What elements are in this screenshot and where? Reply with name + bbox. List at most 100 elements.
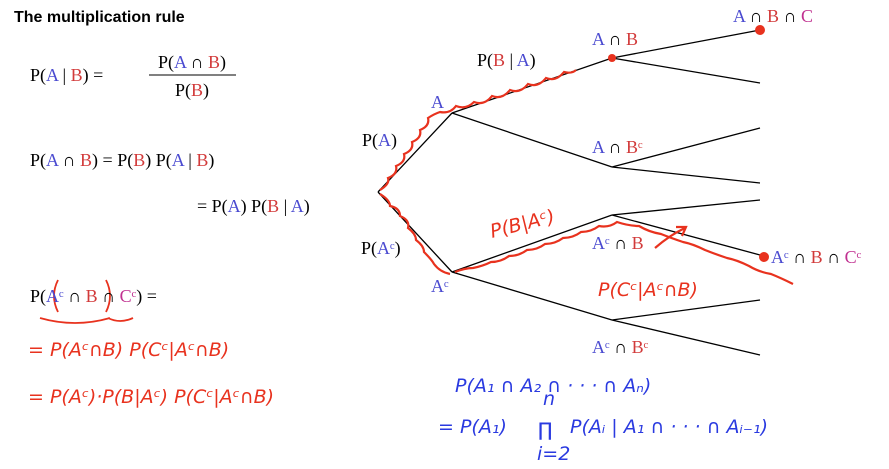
- formula: A: [431, 92, 444, 112]
- formula: A ∩ B ∩ C: [733, 6, 813, 26]
- formula: P(Aᶜ ∩ B ∩ Cᶜ) =: [30, 286, 157, 307]
- formula-part: P(: [30, 65, 46, 86]
- formula-part: B: [493, 50, 505, 70]
- formula-part: Aᶜ: [592, 233, 610, 253]
- formula-part: ∩: [789, 247, 811, 267]
- formula-part: Cᶜ: [845, 247, 862, 267]
- formula-part: ) =: [83, 65, 104, 86]
- formula-part: B: [208, 52, 220, 72]
- formula-part: Aᶜ: [592, 337, 610, 357]
- formula-part: Aᶜ: [377, 238, 395, 258]
- formula-part: ): [208, 150, 214, 171]
- formula-part: A: [228, 196, 241, 216]
- formula-part: ) = P(: [92, 150, 133, 171]
- formula-part: Aᶜ: [771, 247, 789, 267]
- formula: = P(A) P(B | A): [197, 196, 310, 217]
- formula-part: P(: [175, 80, 191, 101]
- handwriting: i=2: [537, 443, 570, 465]
- formula-part: ∩: [610, 233, 632, 253]
- handwriting: n: [543, 388, 555, 410]
- formula-part: ∩: [186, 52, 208, 72]
- arrow: [654, 225, 688, 249]
- formula-part: ) P(: [241, 196, 268, 217]
- formula: P(Aᶜ): [361, 238, 401, 259]
- handwriting: = P(A₁): [438, 416, 507, 438]
- formula-part: P(: [30, 150, 46, 171]
- formula-part: P(: [30, 286, 46, 307]
- path-ac-b-cc: [454, 220, 794, 285]
- path-a-b: [379, 69, 577, 191]
- formula-part: A: [46, 65, 59, 85]
- formula: P(B): [175, 80, 209, 101]
- formula-part: ): [220, 52, 226, 73]
- formula-part: ): [395, 238, 401, 259]
- formula-part: = P(: [197, 196, 228, 217]
- formula-part: ∩: [98, 286, 120, 306]
- formula-part: A: [733, 6, 746, 26]
- formula: Aᶜ: [431, 276, 449, 296]
- formula-part: A: [592, 29, 605, 49]
- formula: P(A ∩ B) = P(B) P(A | B): [30, 150, 214, 171]
- handwriting: = P(Aᶜ∩B) P(Cᶜ|Aᶜ∩B): [28, 339, 229, 361]
- formula-part: ): [203, 80, 209, 101]
- formula-part: A: [517, 50, 530, 70]
- formula-part: B: [767, 6, 779, 26]
- dot: [608, 54, 616, 62]
- formula-part: ) =: [136, 286, 157, 307]
- formula-part: P(: [477, 50, 493, 71]
- formula-part: ∩: [64, 286, 86, 306]
- handwriting: = P(Aᶜ)·P(B|Aᶜ) P(Cᶜ|Aᶜ∩B): [28, 386, 274, 408]
- formula-part: C: [801, 6, 813, 26]
- formula-part: B: [191, 80, 203, 100]
- formula-part: B: [71, 65, 83, 85]
- underbraces: [39, 317, 134, 324]
- highlight: [39, 69, 794, 324]
- formula-part: ∩: [604, 137, 626, 157]
- formula-part: ∩: [610, 337, 632, 357]
- formula: Aᶜ ∩ B ∩ Cᶜ: [771, 247, 862, 267]
- formula-part: B: [80, 150, 92, 170]
- formula-part: A: [378, 130, 391, 150]
- formula-part: A: [592, 137, 605, 157]
- formula: P(A | B) =: [30, 65, 103, 86]
- formula-part: B: [133, 150, 145, 170]
- formula-part: |: [505, 50, 517, 70]
- formula: Aᶜ ∩ B: [592, 233, 644, 253]
- formula: A ∩ Bᶜ: [592, 137, 643, 157]
- formula: A ∩ B: [592, 29, 638, 49]
- formula-part: A: [172, 150, 185, 170]
- formula-part: ∩: [779, 6, 801, 26]
- formula-part: B: [626, 29, 638, 49]
- formula: Aᶜ ∩ Bᶜ: [592, 337, 649, 357]
- brackets: [53, 279, 111, 313]
- formula-part: ∩: [604, 29, 626, 49]
- formula-part: Bᶜ: [632, 337, 649, 357]
- formula-part: P(: [362, 130, 378, 151]
- formula: P(A): [362, 130, 397, 151]
- handwriting: P(A₁ ∩ A₂ ∩ · · · ∩ Aₙ): [455, 375, 651, 397]
- dot: [755, 25, 765, 35]
- formula-part: B: [811, 247, 823, 267]
- formula-part: |: [58, 65, 71, 85]
- tree: [377, 29, 761, 356]
- formula-part: Bᶜ: [626, 137, 643, 157]
- formula-part: A: [431, 92, 444, 112]
- formula-part: ∩: [58, 150, 80, 170]
- formula-part: |: [279, 196, 291, 216]
- dot: [759, 252, 769, 262]
- formula-part: A: [174, 52, 187, 72]
- formula-part: ∩: [745, 6, 767, 26]
- formula-part: Aᶜ: [431, 276, 449, 296]
- path-ac: [379, 193, 451, 276]
- formula-part: ): [391, 130, 397, 151]
- handwriting: P(B|Aᶜ): [488, 206, 557, 243]
- formula: P(B | A): [477, 50, 536, 71]
- formula-part: ) P(: [145, 150, 172, 171]
- formula-part: P(: [158, 52, 174, 73]
- formula-part: ∩: [823, 247, 845, 267]
- formula-part: B: [196, 150, 208, 170]
- handwriting: P(Cᶜ|Aᶜ∩B): [598, 279, 698, 301]
- formula-part: ): [304, 196, 310, 217]
- handwriting: ∏: [538, 419, 552, 441]
